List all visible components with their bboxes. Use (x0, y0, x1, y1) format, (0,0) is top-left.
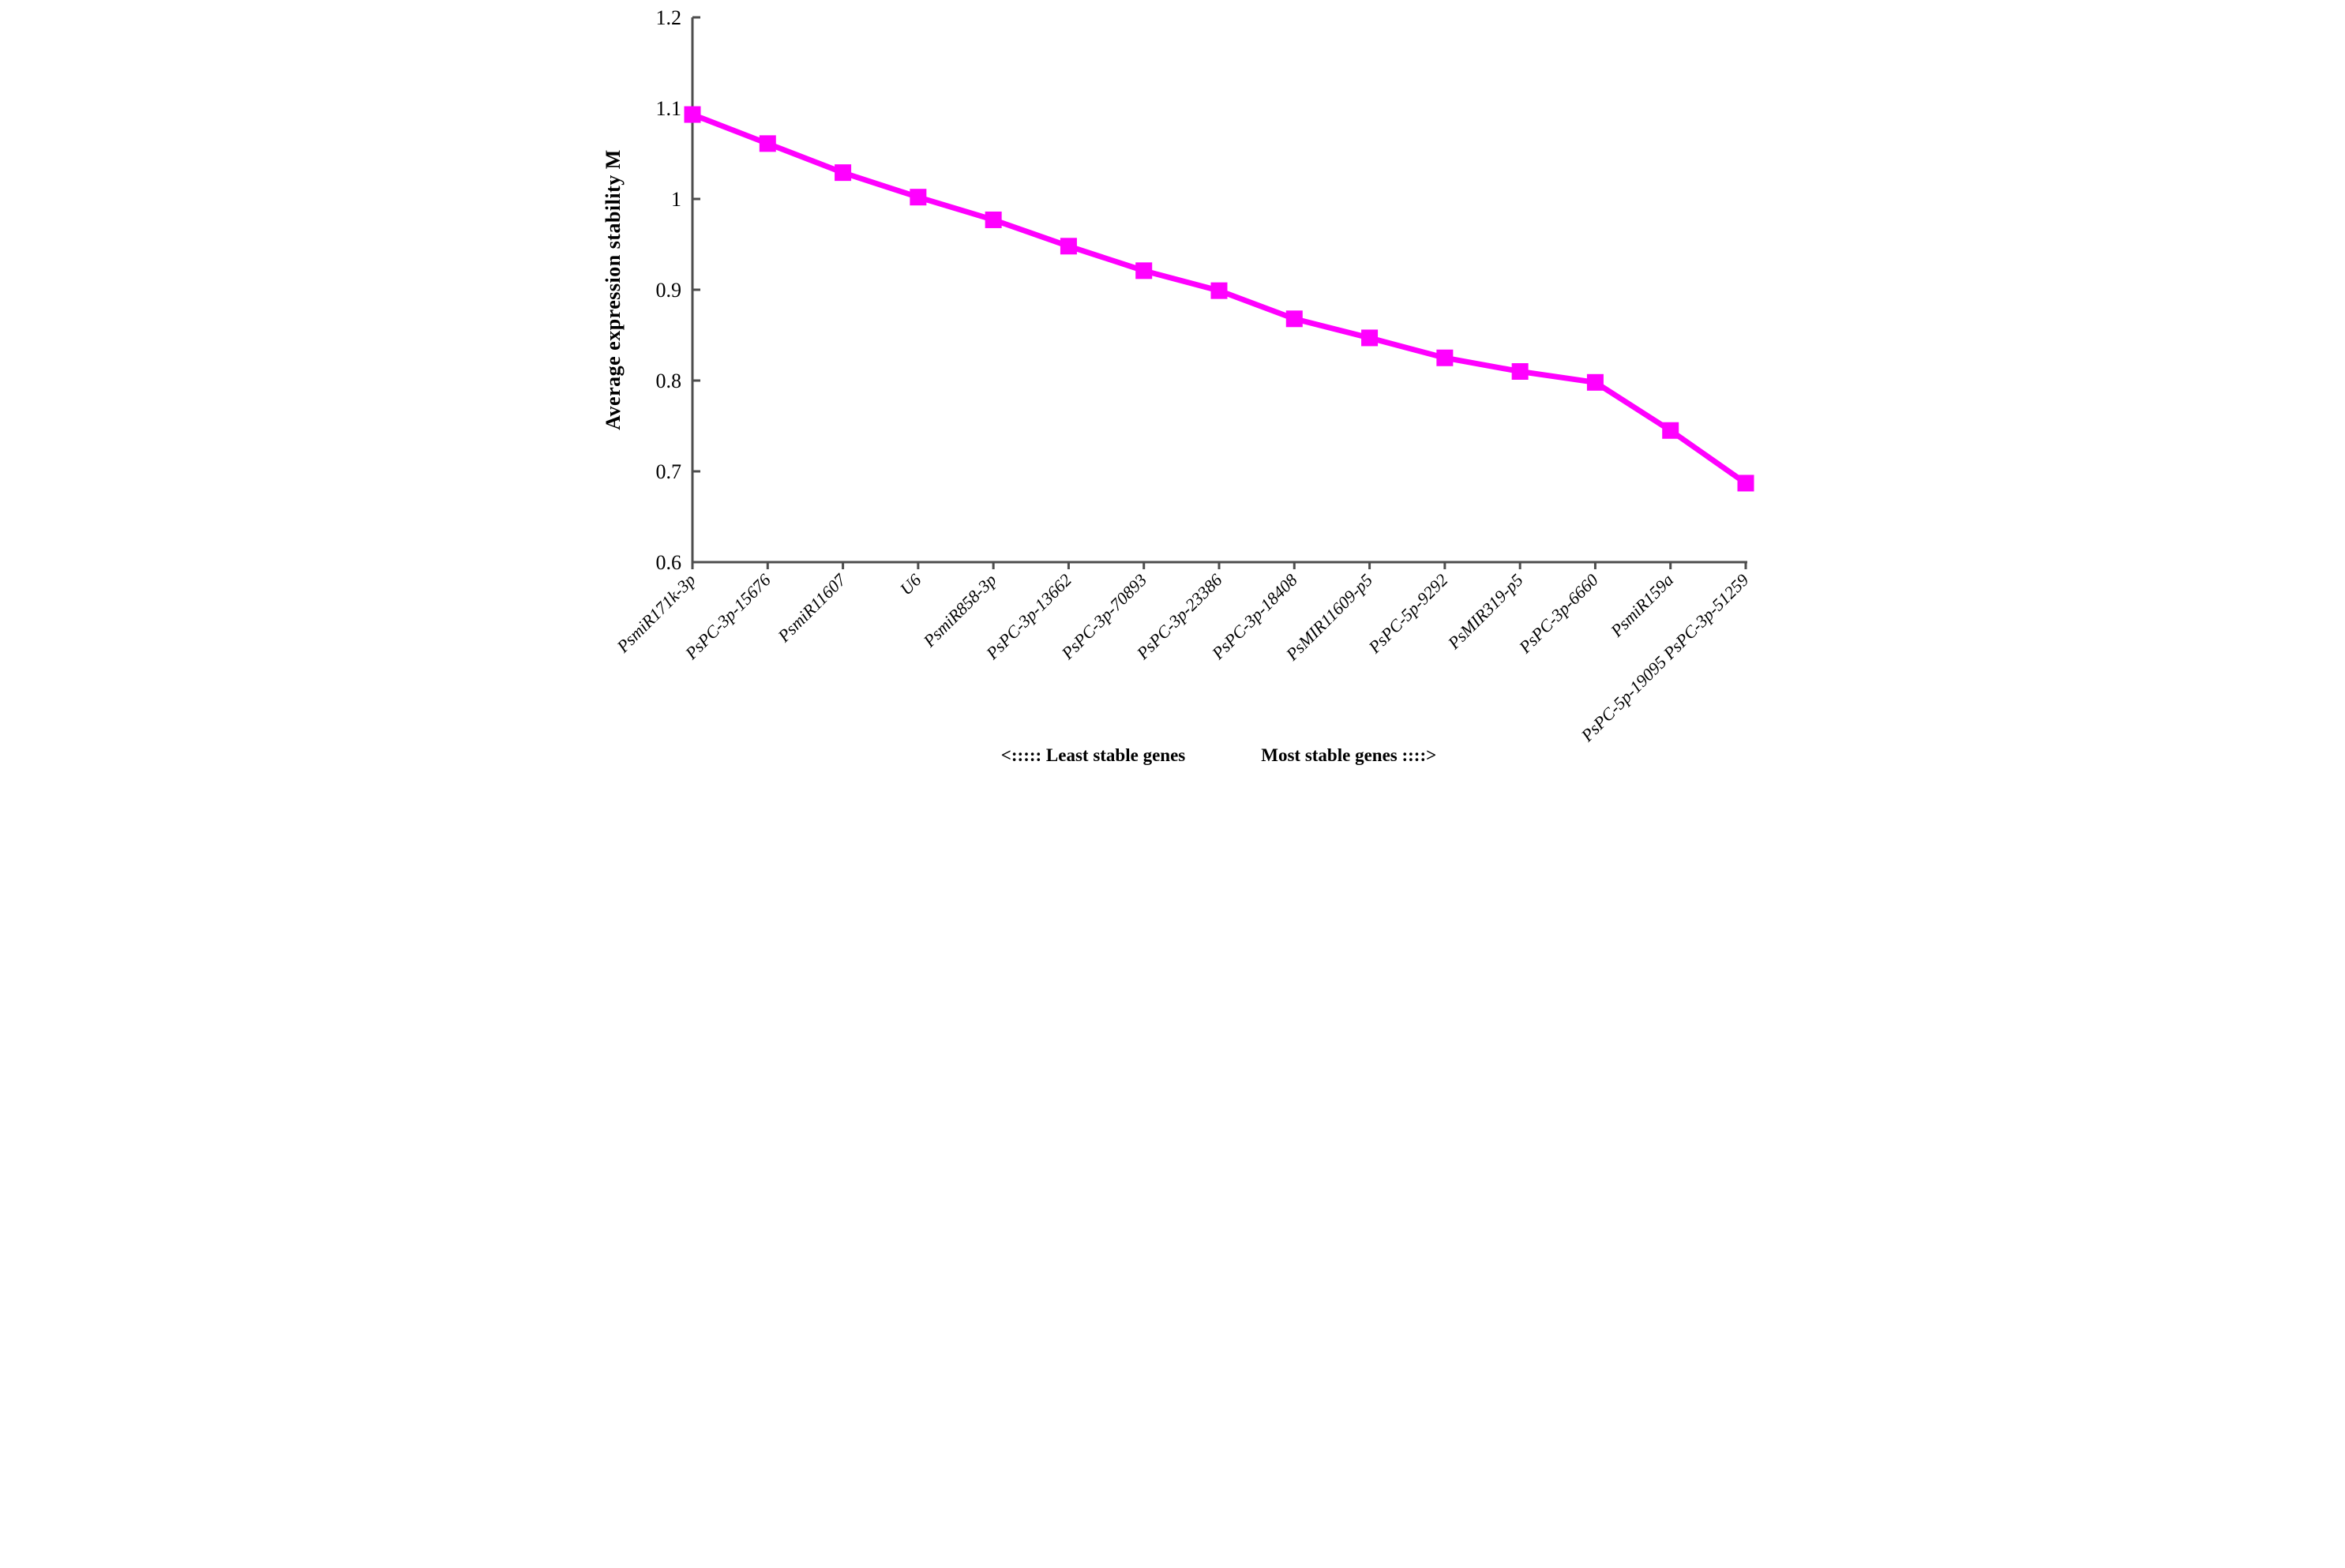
y-tick-label: 0.8 (655, 369, 681, 392)
data-point-marker (684, 106, 700, 123)
least-stable-genes-label: <::::: Least stable genes (1000, 745, 1186, 765)
x-category-label: PsMIR319-p5 (1443, 570, 1527, 654)
y-tick-label: 0.7 (655, 460, 681, 483)
data-point-marker (985, 211, 1002, 228)
y-tick-label: 1.2 (655, 6, 681, 29)
x-category-label: PsmiR11607 (773, 569, 850, 646)
x-category-label: PsmiR858-3p (918, 570, 1000, 651)
y-tick-label: 1 (671, 188, 681, 211)
stability-direction-annotation: <::::: Least stable genes Most stable gen… (692, 745, 1746, 766)
y-axis-title: Average expression stability M (601, 149, 625, 430)
y-tick-label: 0.9 (655, 279, 681, 302)
most-stable-genes-label: Most stable genes ::::> (1261, 745, 1437, 765)
x-category-label: U6 (895, 570, 925, 599)
y-tick-label: 0.6 (655, 551, 681, 574)
data-point-marker (1285, 310, 1303, 328)
data-point-marker (1511, 363, 1529, 380)
data-point-marker (759, 135, 776, 152)
data-point-marker (834, 164, 851, 182)
data-point-marker (1661, 422, 1679, 439)
data-point-marker (909, 189, 926, 206)
data-point-marker (1210, 282, 1227, 299)
data-point-marker (1737, 475, 1754, 492)
stability-chart: 1.21.110.90.80.70.6PsmiR171k-3pPsPC-3p-1… (612, 6, 1754, 746)
x-category-label: PsPC-3p-6660 (1514, 570, 1602, 658)
stability-line-chart-figure: Average expression stability M 1.2 1.1 1 0.… (586, 0, 1759, 784)
data-point-marker (1435, 349, 1453, 366)
x-category-label: PsPC-5p-9292 (1364, 570, 1451, 658)
data-point-marker (1135, 262, 1152, 279)
x-category-label: PsmiR159a (1606, 570, 1677, 641)
data-point-marker (1360, 329, 1378, 347)
y-tick-label: 1.1 (655, 97, 681, 120)
data-point-marker (1586, 373, 1604, 391)
data-point-marker (1060, 238, 1077, 255)
